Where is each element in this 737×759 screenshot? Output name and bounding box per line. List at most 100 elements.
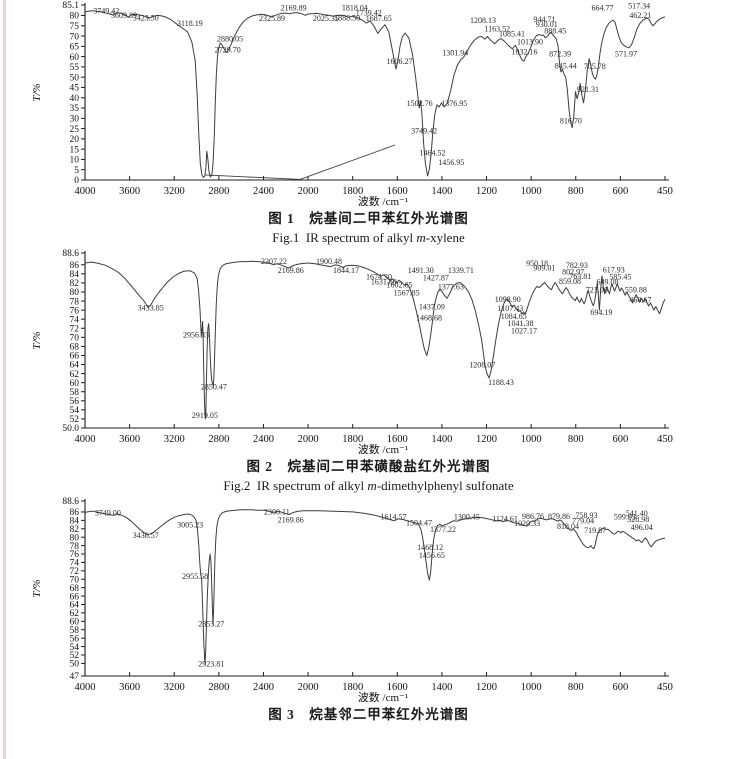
peak-label: 1377.63	[438, 283, 464, 292]
figure-1-caption-zh: 图 1 烷基间二甲苯红外光谱图	[268, 211, 469, 226]
y-tick-label: 86	[70, 261, 80, 271]
figure-1-caption-en: Fig.1 IR spectrum of alkyl m-xylene	[0, 230, 737, 246]
x-axis-title: 波数 /cm⁻¹	[358, 195, 408, 206]
x-tick-label: 800	[568, 682, 584, 693]
peak-label: 1427.87	[423, 274, 449, 283]
y-tick-label: 60	[70, 379, 80, 389]
y-tick-label: 20	[70, 135, 80, 145]
ir-spectrum-chart-3: 88.6868482807876747270686664626058565452…	[31, 497, 673, 702]
figure-3: 88.6 86 84 82 80 78 76 74 72 70 68 66 64 62 60 58 56 54 52…	[0, 496, 737, 723]
y-tick-label: 64	[70, 601, 80, 611]
figure-1-caption: 图 1 烷基间二甲苯红外光谱图 Fig.1 IR spectrum of alk…	[0, 207, 737, 246]
peak-label: 859.08	[559, 277, 581, 286]
x-tick-label: 1600	[387, 434, 408, 445]
y-tick-label: 62	[70, 370, 80, 380]
peak-label: 1339.71	[448, 266, 474, 275]
y-tick-label: 88.6	[62, 497, 79, 507]
peak-label: 872.39	[549, 50, 571, 59]
peak-label: 705.78	[584, 62, 606, 71]
peak-label: 2169.86	[278, 515, 304, 524]
y-tick-label: 45	[70, 84, 80, 94]
y-tick-label: 70	[70, 334, 80, 344]
peak-label: 1502.76	[407, 99, 433, 108]
peak-label: 2880.05	[217, 35, 243, 44]
y-tick-label: 80	[70, 12, 80, 22]
peak-label: 1163.52	[484, 25, 510, 34]
peak-label: 909.01	[533, 264, 555, 273]
figure-2-caption-zh: 图 2 烷基间二甲苯磺酸盐红外光谱图	[246, 459, 491, 474]
y-tick-label: 52	[70, 651, 80, 661]
peak-label: 1437.09	[419, 303, 445, 312]
y-tick-label: 70	[70, 575, 80, 585]
x-tick-label: 1800	[342, 186, 363, 197]
y-tick-label: 58	[70, 626, 80, 636]
ir-spectrum-chart-1: 85.1807570656055504540353025201510504000…	[31, 1, 673, 206]
peak-leader-line	[204, 144, 396, 180]
y-tick-label: 80	[70, 533, 80, 543]
y-tick-label: 58	[70, 388, 80, 398]
y-tick-label: 84	[70, 517, 80, 527]
peak-label: 599.93	[614, 513, 636, 522]
peak-label: 541.40	[626, 509, 648, 518]
peak-label: 1085.41	[499, 30, 525, 39]
peak-label: 816.70	[560, 116, 582, 125]
figure-3-caption-zh: 图 3 烷基邻二甲苯红外光谱图	[268, 707, 469, 722]
x-axis-ticks: 4000 3600 3200 2800 2400 2000 1800 1600 1400 1200…	[75, 176, 673, 197]
figure-2-caption-en: Fig.2 IR spectrum of alkyl m-dimethylphe…	[0, 478, 737, 494]
y-axis-title: T/%	[31, 579, 43, 597]
peak-label: 468.67	[629, 295, 651, 304]
x-tick-label: 1200	[476, 682, 497, 693]
peak-label: 462.21	[629, 11, 651, 20]
axes	[84, 251, 669, 429]
x-tick-label: 3200	[164, 682, 185, 693]
peak-label: 888.45	[544, 27, 566, 36]
y-tick-label: 56	[70, 634, 80, 644]
x-tick-label: 2400	[253, 186, 274, 197]
x-tick-label: 2000	[298, 186, 319, 197]
peak-label: 930.01	[536, 20, 558, 29]
peak-label: 1208.13	[470, 16, 496, 25]
peak-label: 2307.22	[261, 257, 287, 266]
x-tick-label: 600	[613, 682, 629, 693]
peak-label: 1567.85	[394, 289, 420, 298]
figure-2: 88.6 86 84 82 80 78 76 74 72 70 68 66 64 62 60 58 56 54 52…	[0, 248, 737, 494]
x-tick-label: 4000	[75, 682, 96, 693]
peak-label: 2853.27	[198, 619, 224, 628]
y-tick-label: 50	[70, 73, 80, 83]
y-axis-title: T/%	[31, 331, 43, 349]
peak-labels: 3749.423609.893423.503118.192880.052729.…	[93, 1, 651, 167]
peak-label: 1606.27	[387, 57, 413, 66]
peak-label: 3433.85	[138, 304, 164, 313]
peak-label: 1098.90	[495, 295, 521, 304]
y-tick-label: 74	[70, 315, 80, 325]
y-axis-ticks: 88.6868482807876747270686664626058565452…	[62, 249, 85, 434]
peak-label: 1456.65	[419, 551, 445, 560]
peak-label: 879.86	[548, 512, 570, 521]
x-axis-title: 波数 /cm⁻¹	[358, 443, 408, 454]
figure-3-caption: 图 3 烷基邻二甲苯红外光谱图	[0, 703, 737, 723]
peak-label: 1674.30	[366, 273, 392, 282]
y-tick-label: 76	[70, 550, 80, 560]
peak-label: 3609.89	[111, 11, 137, 20]
y-tick-label: 82	[70, 279, 80, 289]
peak-label: 1041.38	[507, 319, 533, 328]
peak-label: 944.71	[534, 15, 556, 24]
peak-label: 2025.35	[313, 14, 339, 23]
peak-label: 2169.89	[281, 3, 307, 12]
y-tick-label: 62	[70, 609, 80, 619]
peak-label: 617.93	[603, 265, 625, 274]
peak-label: 1124.61	[492, 515, 518, 524]
axes	[84, 3, 669, 181]
peak-label: 1687.65	[366, 14, 392, 23]
y-axis-ticks: 88.6868482807876747270686664626058565452…	[62, 497, 85, 682]
caption-text: -xylene	[425, 230, 465, 245]
peak-label: 1107.43	[498, 304, 524, 313]
figure-1: 85.1 80 75 70 65 60 55 50 45 40 35 30 25 20 15 10 5 0 4000…	[0, 0, 737, 246]
peak-label: 2956.33	[183, 330, 209, 339]
y-tick-label: 60	[70, 618, 80, 628]
y-tick-label: 15	[70, 145, 80, 155]
x-tick-label: 2400	[253, 682, 274, 693]
y-tick-label: 47	[70, 672, 80, 682]
peak-label: 1377.22	[430, 525, 456, 534]
peak-label: 758.93	[575, 511, 597, 520]
